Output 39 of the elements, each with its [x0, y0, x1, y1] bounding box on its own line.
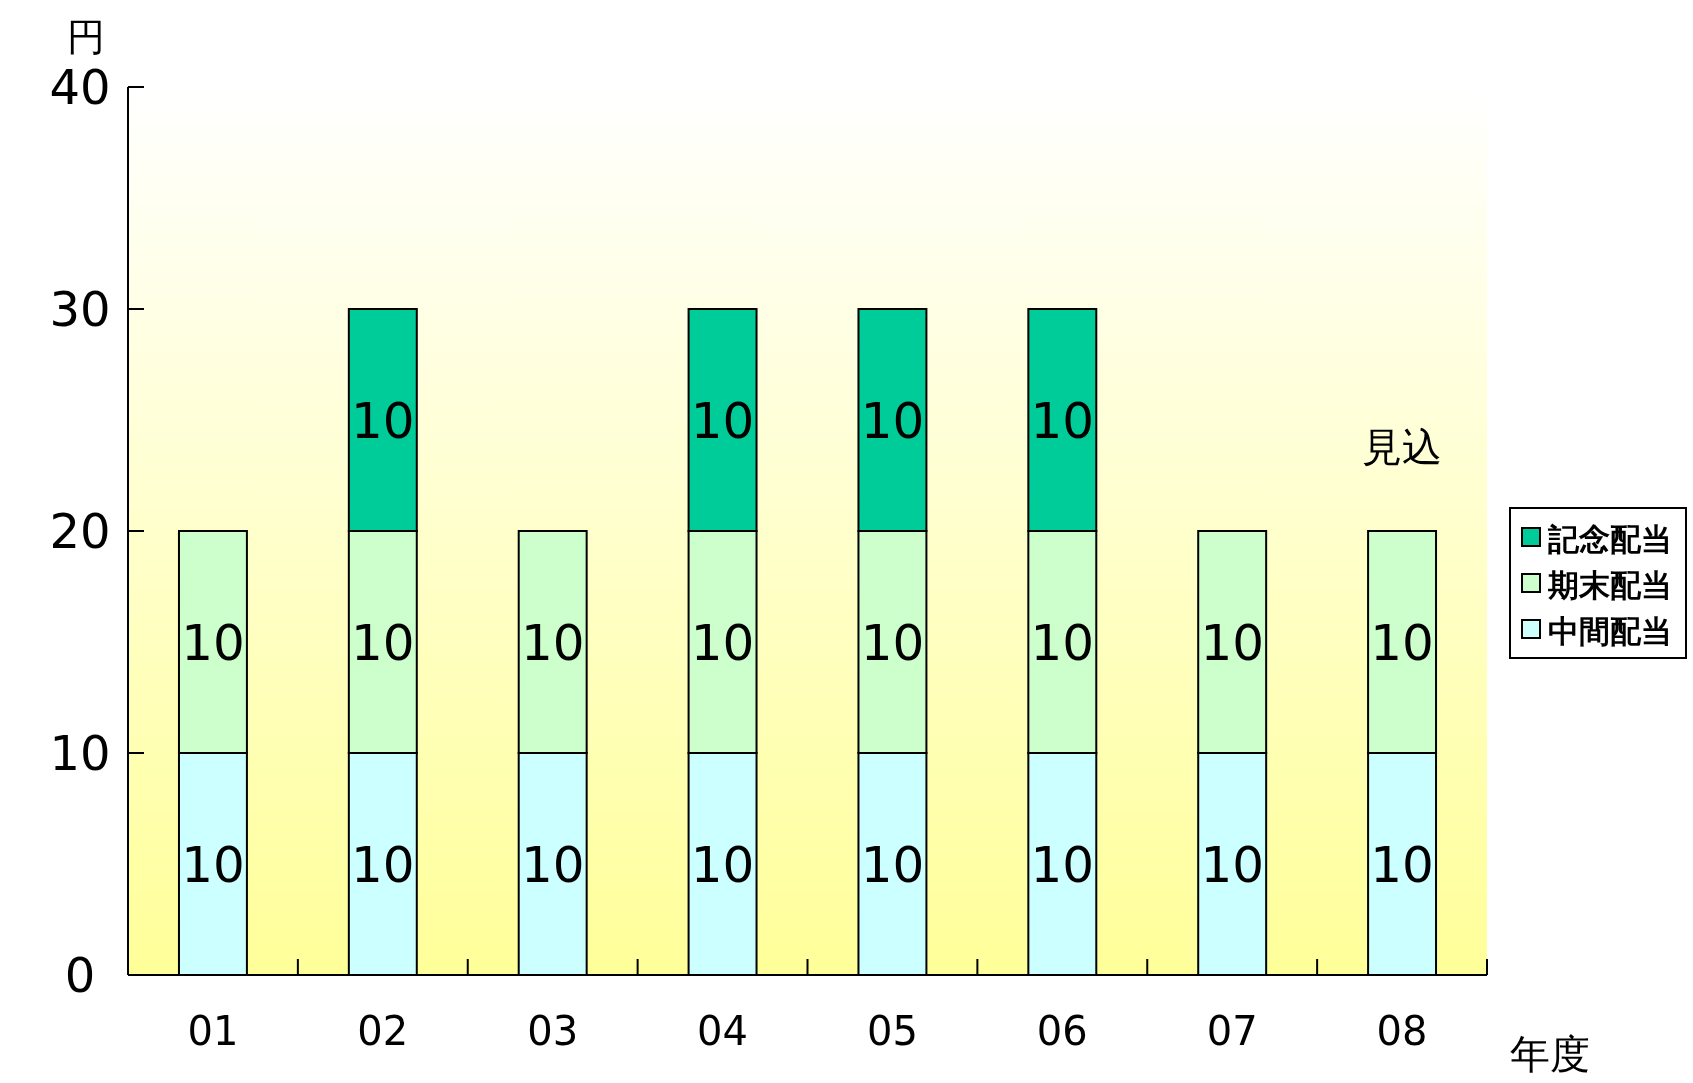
x-tick-label: 06	[1036, 1008, 1088, 1054]
legend-label: 期末配当	[1547, 567, 1672, 603]
x-tick-label: 03	[527, 1008, 579, 1054]
data-label: 10	[1030, 614, 1095, 672]
data-label: 10	[690, 614, 755, 672]
data-label: 10	[520, 836, 585, 894]
data-label: 10	[1370, 836, 1434, 894]
data-label: 10	[690, 392, 755, 450]
data-label: 10	[351, 392, 415, 450]
data-label: 10	[351, 614, 415, 672]
annotation: 見込	[1362, 424, 1443, 470]
y-tick-label: 0	[64, 947, 96, 1003]
legend-label: 記念配当	[1547, 521, 1672, 557]
x-tick-label: 01	[187, 1008, 239, 1054]
y-axis-title: 円	[67, 15, 105, 59]
y-tick-label: 30	[49, 281, 111, 337]
x-tick-label: 08	[1376, 1008, 1428, 1054]
data-label: 10	[1370, 614, 1434, 672]
data-label: 10	[860, 836, 925, 894]
data-label: 10	[1200, 614, 1264, 672]
y-tick-label: 10	[49, 725, 111, 781]
x-tick-label: 04	[697, 1008, 749, 1054]
data-label: 10	[1030, 836, 1095, 894]
data-label: 10	[1200, 836, 1264, 894]
data-label: 10	[351, 836, 415, 894]
x-tick-label: 02	[357, 1008, 409, 1054]
data-label: 10	[1030, 392, 1095, 450]
x-axis-title: 年度	[1510, 1031, 1590, 1077]
y-tick-label: 40	[49, 59, 111, 115]
data-label: 10	[181, 614, 245, 672]
y-tick-label: 20	[49, 503, 111, 559]
data-label: 10	[860, 614, 925, 672]
data-label: 10	[181, 836, 245, 894]
data-label: 10	[860, 392, 925, 450]
data-label: 10	[690, 836, 755, 894]
x-tick-label: 07	[1206, 1008, 1258, 1054]
data-label: 10	[520, 614, 585, 672]
x-tick-label: 05	[866, 1008, 918, 1054]
legend-label: 中間配当	[1548, 613, 1672, 649]
